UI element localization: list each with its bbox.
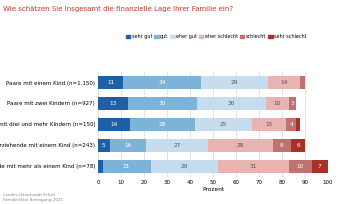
Bar	[273, 139, 291, 152]
Text: 34: 34	[159, 80, 166, 85]
Bar	[98, 118, 130, 131]
Text: 28: 28	[159, 122, 166, 127]
Text: 30: 30	[159, 101, 166, 106]
Bar	[98, 76, 123, 89]
Bar	[98, 160, 103, 173]
Text: 6: 6	[296, 143, 300, 148]
Bar	[300, 76, 305, 89]
Text: 31: 31	[249, 164, 257, 169]
Text: 5: 5	[102, 143, 106, 148]
Bar	[201, 76, 268, 89]
Text: 7: 7	[318, 164, 322, 169]
Bar	[218, 160, 289, 173]
Text: 27: 27	[174, 143, 181, 148]
Bar	[103, 160, 151, 173]
Bar	[195, 118, 252, 131]
Legend: sehr gut, gut, eher gut, eher schlecht, schlecht, sehr schlecht: sehr gut, gut, eher gut, eher schlecht, …	[124, 32, 309, 41]
Text: 30: 30	[227, 101, 235, 106]
Text: 10: 10	[296, 164, 304, 169]
Text: 13: 13	[109, 101, 117, 106]
Bar	[252, 118, 287, 131]
Text: 29: 29	[231, 80, 239, 85]
Text: 14: 14	[111, 122, 118, 127]
Text: 8: 8	[280, 143, 284, 148]
Bar	[266, 97, 289, 110]
Bar	[98, 139, 110, 152]
Text: Wie schätzen Sie insgesamt die finanzielle Lage Ihrer Familie ein?: Wie schätzen Sie insgesamt die finanziel…	[3, 6, 234, 12]
Bar	[287, 118, 296, 131]
X-axis label: Prozent: Prozent	[202, 187, 224, 192]
Text: 11: 11	[107, 80, 114, 85]
Text: 4: 4	[289, 122, 293, 127]
Bar	[146, 139, 208, 152]
Text: 16: 16	[124, 143, 131, 148]
Bar	[197, 97, 266, 110]
Bar	[128, 97, 197, 110]
Text: 21: 21	[123, 164, 130, 169]
Bar	[98, 97, 128, 110]
Text: 28: 28	[237, 143, 244, 148]
Bar	[296, 118, 300, 131]
Bar	[289, 97, 296, 110]
Text: 29: 29	[180, 164, 188, 169]
Bar	[289, 160, 312, 173]
Text: 25: 25	[220, 122, 227, 127]
Bar	[110, 139, 146, 152]
Text: 10: 10	[273, 101, 281, 106]
Bar	[123, 76, 201, 89]
Text: 15: 15	[266, 122, 273, 127]
Text: 14: 14	[281, 80, 288, 85]
Bar	[130, 118, 195, 131]
Bar	[312, 160, 328, 173]
Text: Landes-Hauptstadt Erfurt
FamilienStar Befragung 2021: Landes-Hauptstadt Erfurt FamilienStar Be…	[3, 193, 64, 202]
Bar	[291, 139, 305, 152]
Bar	[208, 139, 273, 152]
Bar	[268, 76, 300, 89]
Bar	[151, 160, 218, 173]
Text: 3: 3	[290, 101, 294, 106]
